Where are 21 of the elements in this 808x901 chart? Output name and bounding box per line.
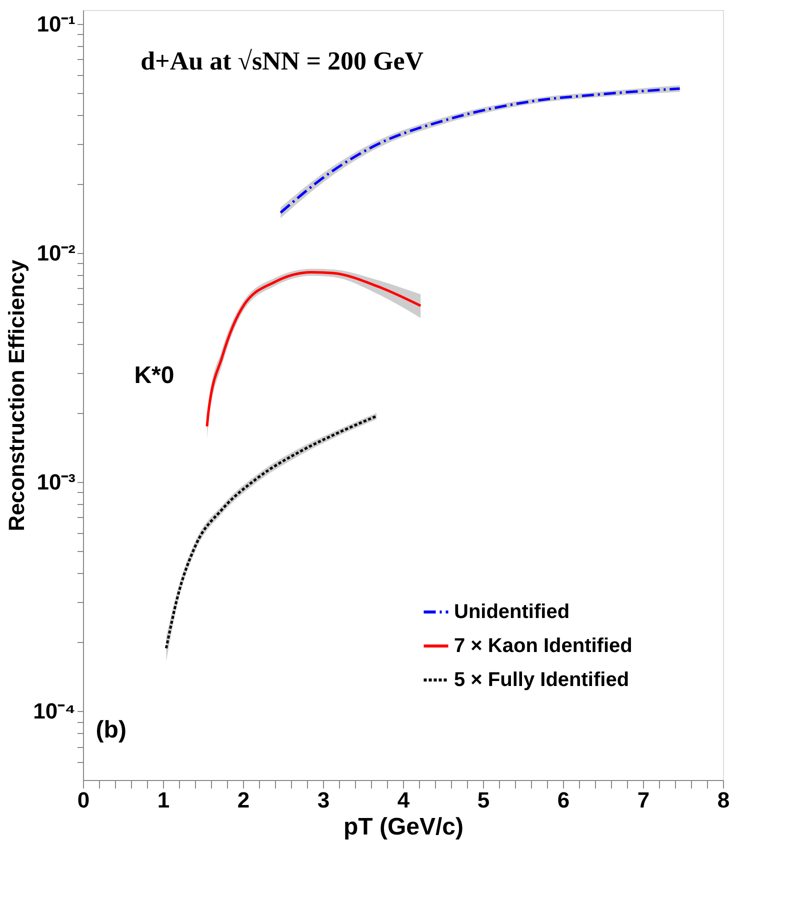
y-tick-label: 10⁻⁴ [33, 698, 76, 724]
legend-label: 5 × Fully Identified [454, 669, 630, 691]
x-tick-label: 8 [717, 788, 730, 812]
x-tick-label: 7 [637, 788, 650, 812]
x-tick-label: 0 [77, 788, 90, 812]
annotation: K*0 [134, 362, 174, 390]
x-tick-label: 4 [397, 788, 410, 812]
x-axis-title: pT (GeV/c) [343, 814, 464, 840]
x-tick-label: 2 [237, 788, 250, 812]
x-tick-label: 6 [557, 788, 570, 812]
y-axis-title: Reconstruction Efficiency [4, 259, 30, 532]
legend-label: 7 × Kaon Identified [454, 635, 632, 657]
y-tick-label: 10⁻¹ [36, 11, 76, 36]
x-tick-label: 1 [157, 788, 170, 812]
x-tick-label: 3 [317, 788, 330, 812]
x-tick-label: 5 [477, 788, 490, 812]
y-tick-label: 10⁻³ [36, 470, 76, 494]
y-tick-label: 10⁻² [36, 240, 76, 266]
legend-label: Unidentified [454, 601, 570, 623]
annotation: (b) [96, 716, 126, 744]
annotation: d+Au at √sNN = 200 GeV [140, 46, 424, 76]
